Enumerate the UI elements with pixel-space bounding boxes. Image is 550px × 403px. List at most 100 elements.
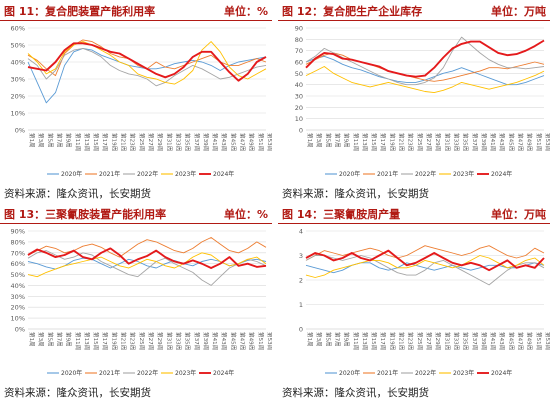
x-tick-label: 第53周 bbox=[266, 133, 272, 151]
y-tick-label: 4 bbox=[299, 228, 303, 236]
series-line-2023年 bbox=[305, 255, 545, 278]
y-tick-label: 0% bbox=[15, 127, 25, 135]
y-tick-label: 30% bbox=[11, 76, 25, 84]
x-tick-label: 第1周 bbox=[306, 332, 314, 347]
source-note: 资料来源：隆众资讯，长安期货 bbox=[282, 188, 429, 200]
x-tick-label: 第41周 bbox=[489, 332, 497, 350]
x-tick-label: 第51周 bbox=[535, 133, 543, 151]
series-line-2024年 bbox=[27, 247, 267, 269]
panel-unit: 单位：% bbox=[223, 5, 268, 18]
y-tick-label: 10 bbox=[295, 115, 303, 123]
panel-unit: 单位：% bbox=[223, 208, 268, 221]
x-tick-label: 第45周 bbox=[229, 332, 237, 350]
x-tick-label: 第45周 bbox=[507, 133, 515, 151]
y-tick-label: 30% bbox=[11, 293, 25, 301]
panel-header: 图 13：三聚氰胺装置产能利用率 单位：% bbox=[0, 203, 272, 224]
x-tick-label: 第39周 bbox=[480, 133, 488, 151]
series-line-2021年 bbox=[305, 52, 545, 82]
y-tick-label: 90 bbox=[295, 25, 303, 33]
y-tick-label: 60 bbox=[295, 59, 303, 67]
x-tick-label: 第23周 bbox=[407, 133, 415, 151]
panel-header: 图 14：三聚氰胺周产量 单位：万吨 bbox=[278, 203, 550, 224]
x-tick-label: 第13周 bbox=[361, 332, 369, 350]
x-tick-label: 第41周 bbox=[211, 332, 219, 350]
y-tick-label: 50% bbox=[11, 42, 25, 50]
series-line-2022年 bbox=[305, 255, 545, 286]
x-tick-label: 第51周 bbox=[257, 133, 265, 151]
x-tick-label: 第47周 bbox=[517, 332, 525, 350]
series-line-2021年 bbox=[27, 237, 267, 258]
x-tick-label: 第45周 bbox=[229, 133, 237, 151]
legend-label: 2024年 bbox=[213, 369, 234, 377]
x-tick-label: 第13周 bbox=[83, 332, 91, 350]
x-tick-label: 第17周 bbox=[379, 332, 387, 350]
x-tick-label: 第3周 bbox=[315, 133, 323, 148]
x-tick-label: 第11周 bbox=[74, 332, 82, 350]
x-tick-label: 第1周 bbox=[28, 332, 36, 347]
x-tick-label: 第7周 bbox=[55, 133, 63, 148]
legend-label: 2022年 bbox=[415, 369, 436, 377]
legend-label: 2022年 bbox=[137, 170, 158, 178]
x-tick-label: 第1周 bbox=[28, 133, 36, 148]
x-tick-label: 第5周 bbox=[46, 332, 54, 347]
x-tick-label: 第7周 bbox=[55, 332, 63, 347]
x-tick-label: 第29周 bbox=[156, 332, 164, 350]
x-tick-label: 第17周 bbox=[101, 133, 109, 151]
x-tick-label: 第43周 bbox=[220, 332, 228, 350]
x-tick-label: 第33周 bbox=[174, 133, 182, 151]
x-tick-label: 第25周 bbox=[138, 133, 146, 151]
x-tick-label: 第3周 bbox=[315, 332, 323, 347]
x-tick-label: 第27周 bbox=[425, 133, 433, 151]
y-tick-label: 50 bbox=[295, 70, 303, 78]
x-tick-label: 第49周 bbox=[526, 332, 534, 350]
series-line-2022年 bbox=[27, 250, 267, 286]
y-tick-label: 60% bbox=[11, 260, 25, 268]
panel-title: 图 14：三聚氰胺周产量 bbox=[282, 208, 401, 221]
x-tick-label: 第43周 bbox=[220, 133, 228, 151]
x-tick-label: 第15周 bbox=[370, 133, 378, 151]
legend-label: 2020年 bbox=[61, 170, 82, 178]
x-tick-label: 第15周 bbox=[92, 332, 100, 350]
x-tick-label: 第27周 bbox=[425, 332, 433, 350]
x-tick-label: 第53周 bbox=[544, 133, 550, 151]
x-tick-label: 第35周 bbox=[462, 332, 470, 350]
x-tick-label: 第47周 bbox=[239, 133, 247, 151]
panel-unit: 单位：万吨 bbox=[491, 208, 546, 221]
legend-label: 2022年 bbox=[415, 170, 436, 178]
legend-label: 2020年 bbox=[339, 369, 360, 377]
legend-label: 2023年 bbox=[175, 369, 196, 377]
y-tick-label: 10% bbox=[11, 315, 25, 323]
x-tick-label: 第47周 bbox=[239, 332, 247, 350]
panel-fig13: 图 13：三聚氰胺装置产能利用率 单位：% 0% 10% 20% 30% 40% 50% 6… bbox=[0, 203, 272, 403]
legend-label: 2021年 bbox=[99, 369, 120, 377]
legend-label: 2020年 bbox=[61, 369, 82, 377]
x-tick-label: 第21周 bbox=[120, 332, 128, 350]
x-tick-label: 第9周 bbox=[343, 133, 351, 148]
series-line-2024年 bbox=[27, 42, 267, 82]
x-tick-label: 第9周 bbox=[65, 133, 73, 148]
chart-fig14: 0 1 2 3 4 第1周 第3周 第5周 第7周 第9周 第11周 第13周 第15周 第17周 第19周… bbox=[299, 228, 550, 378]
legend-label: 2022年 bbox=[137, 369, 158, 377]
x-tick-label: 第5周 bbox=[46, 133, 54, 148]
y-tick-label: 30 bbox=[295, 93, 303, 101]
x-tick-label: 第21周 bbox=[398, 332, 406, 350]
x-tick-label: 第31周 bbox=[443, 133, 451, 151]
series-line-2023年 bbox=[305, 66, 545, 94]
x-tick-label: 第35周 bbox=[184, 332, 192, 350]
x-tick-label: 第39周 bbox=[480, 332, 488, 350]
x-tick-label: 第27周 bbox=[147, 133, 155, 151]
source-note: 资料来源：隆众资讯，长安期货 bbox=[4, 188, 151, 200]
x-tick-label: 第1周 bbox=[306, 133, 314, 148]
series-line-2022年 bbox=[27, 47, 267, 87]
x-tick-label: 第29周 bbox=[434, 133, 442, 151]
x-tick-label: 第17周 bbox=[101, 332, 109, 350]
y-tick-label: 1 bbox=[299, 301, 303, 309]
x-tick-label: 第33周 bbox=[452, 133, 460, 151]
y-tick-label: 50% bbox=[11, 271, 25, 279]
x-tick-label: 第19周 bbox=[388, 133, 396, 151]
panel-fig14: 图 14：三聚氰胺周产量 单位：万吨 0 1 2 3 4 第1周 第3周 第5周 第7周 第9周第… bbox=[278, 203, 550, 403]
x-tick-label: 第11周 bbox=[74, 133, 82, 151]
x-tick-label: 第41周 bbox=[489, 133, 497, 151]
